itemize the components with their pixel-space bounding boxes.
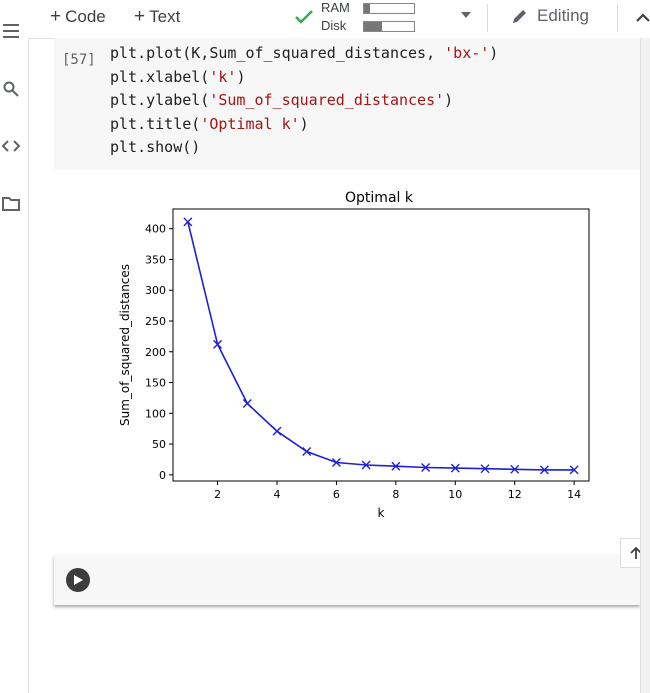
toolbar-divider <box>617 4 618 32</box>
x-tick-label: 10 <box>448 488 462 501</box>
data-point-marker <box>183 217 193 227</box>
disk-meter-fill <box>364 22 382 31</box>
add-text-button[interactable]: + Text <box>134 6 180 28</box>
data-point-marker <box>331 458 341 468</box>
y-tick-label: 300 <box>145 284 166 297</box>
code-editor[interactable]: plt.plot(K,Sum_of_squared_distances, 'bx… <box>110 42 498 160</box>
disk-label: Disk <box>321 18 347 33</box>
code-line: plt.xlabel('k') <box>110 67 246 86</box>
execution-count: [57] <box>62 52 96 68</box>
editing-button[interactable]: Editing <box>511 6 589 26</box>
data-point-marker <box>539 465 549 475</box>
search-icon[interactable] <box>0 78 22 100</box>
editing-label: Editing <box>537 6 589 25</box>
data-point-marker <box>450 463 460 473</box>
data-point-marker <box>272 426 282 436</box>
ram-meter-fill <box>364 4 370 13</box>
cell-output: Optimal k 2 4 6 8 10 12 14 0 50 100 150 200 250 300 35… <box>113 183 603 523</box>
add-code-label: Code <box>65 7 106 26</box>
y-tick-label: 350 <box>145 253 166 266</box>
code-icon[interactable] <box>0 135 22 157</box>
x-tick-label: 8 <box>392 488 399 501</box>
x-tick-label: 2 <box>214 488 221 501</box>
ram-meter <box>363 3 415 14</box>
menu-icon[interactable] <box>0 20 22 42</box>
chart-title: Optimal k <box>345 190 414 206</box>
resource-monitor[interactable]: RAM Disk <box>293 0 453 38</box>
x-tick-label: 6 <box>333 488 340 501</box>
data-point-marker <box>242 398 252 408</box>
data-point-marker <box>421 462 431 472</box>
y-tick-label: 150 <box>145 377 166 390</box>
code-cell[interactable]: [57] plt.plot(K,Sum_of_squared_distances… <box>54 38 640 170</box>
x-tick-label: 12 <box>508 488 522 501</box>
data-point-marker <box>569 465 579 475</box>
add-text-label: Text <box>149 7 181 26</box>
check-icon <box>295 10 313 24</box>
toolbar-divider <box>487 4 488 32</box>
code-line: plt.ylabel('Sum_of_squared_distances') <box>110 91 454 109</box>
data-point-marker <box>302 446 312 456</box>
folder-icon[interactable] <box>0 193 22 215</box>
code-line: plt.title('Optimal k') <box>110 114 309 133</box>
pencil-icon <box>513 10 526 23</box>
y-tick-label: 0 <box>159 469 166 482</box>
code-line: plt.show() <box>110 138 201 156</box>
code-line: plt.plot(K,Sum_of_squared_distances, 'bx… <box>110 44 499 62</box>
data-point-marker <box>480 464 490 474</box>
y-axis-label: Sum_of_squared_distances <box>118 264 132 426</box>
line-chart: Optimal k 2 4 6 8 10 12 14 0 50 100 150 200 250 300 35… <box>118 190 590 520</box>
x-tick-label: 4 <box>274 488 281 501</box>
y-tick-label: 100 <box>145 407 166 420</box>
plus-icon: + <box>50 6 62 27</box>
data-point-marker <box>213 339 223 349</box>
left-sidebar <box>0 0 29 693</box>
add-code-button[interactable]: + Code <box>50 6 106 28</box>
y-tick-label: 250 <box>145 315 166 328</box>
data-point-marker <box>361 460 371 470</box>
series-line <box>187 221 575 471</box>
disk-meter <box>363 21 415 32</box>
run-cell-icon[interactable] <box>66 568 90 592</box>
x-tick-label: 14 <box>567 488 581 501</box>
y-tick-label: 400 <box>145 223 166 236</box>
data-point-marker <box>510 464 520 474</box>
y-tick-label: 200 <box>145 346 166 359</box>
empty-code-cell[interactable] <box>54 555 640 605</box>
ram-label: RAM <box>321 0 350 15</box>
data-point-marker <box>391 461 401 471</box>
x-axis-label: k <box>378 506 385 520</box>
y-tick-label: 50 <box>152 438 166 451</box>
right-scrollbar[interactable] <box>640 38 650 693</box>
dropdown-caret-icon[interactable] <box>460 8 472 22</box>
notebook-toolbar: + Code + Text RAM Disk Editing <box>28 0 650 39</box>
plus-icon: + <box>134 6 146 27</box>
plot-area <box>172 208 590 482</box>
chevron-up-icon[interactable] <box>633 8 650 28</box>
